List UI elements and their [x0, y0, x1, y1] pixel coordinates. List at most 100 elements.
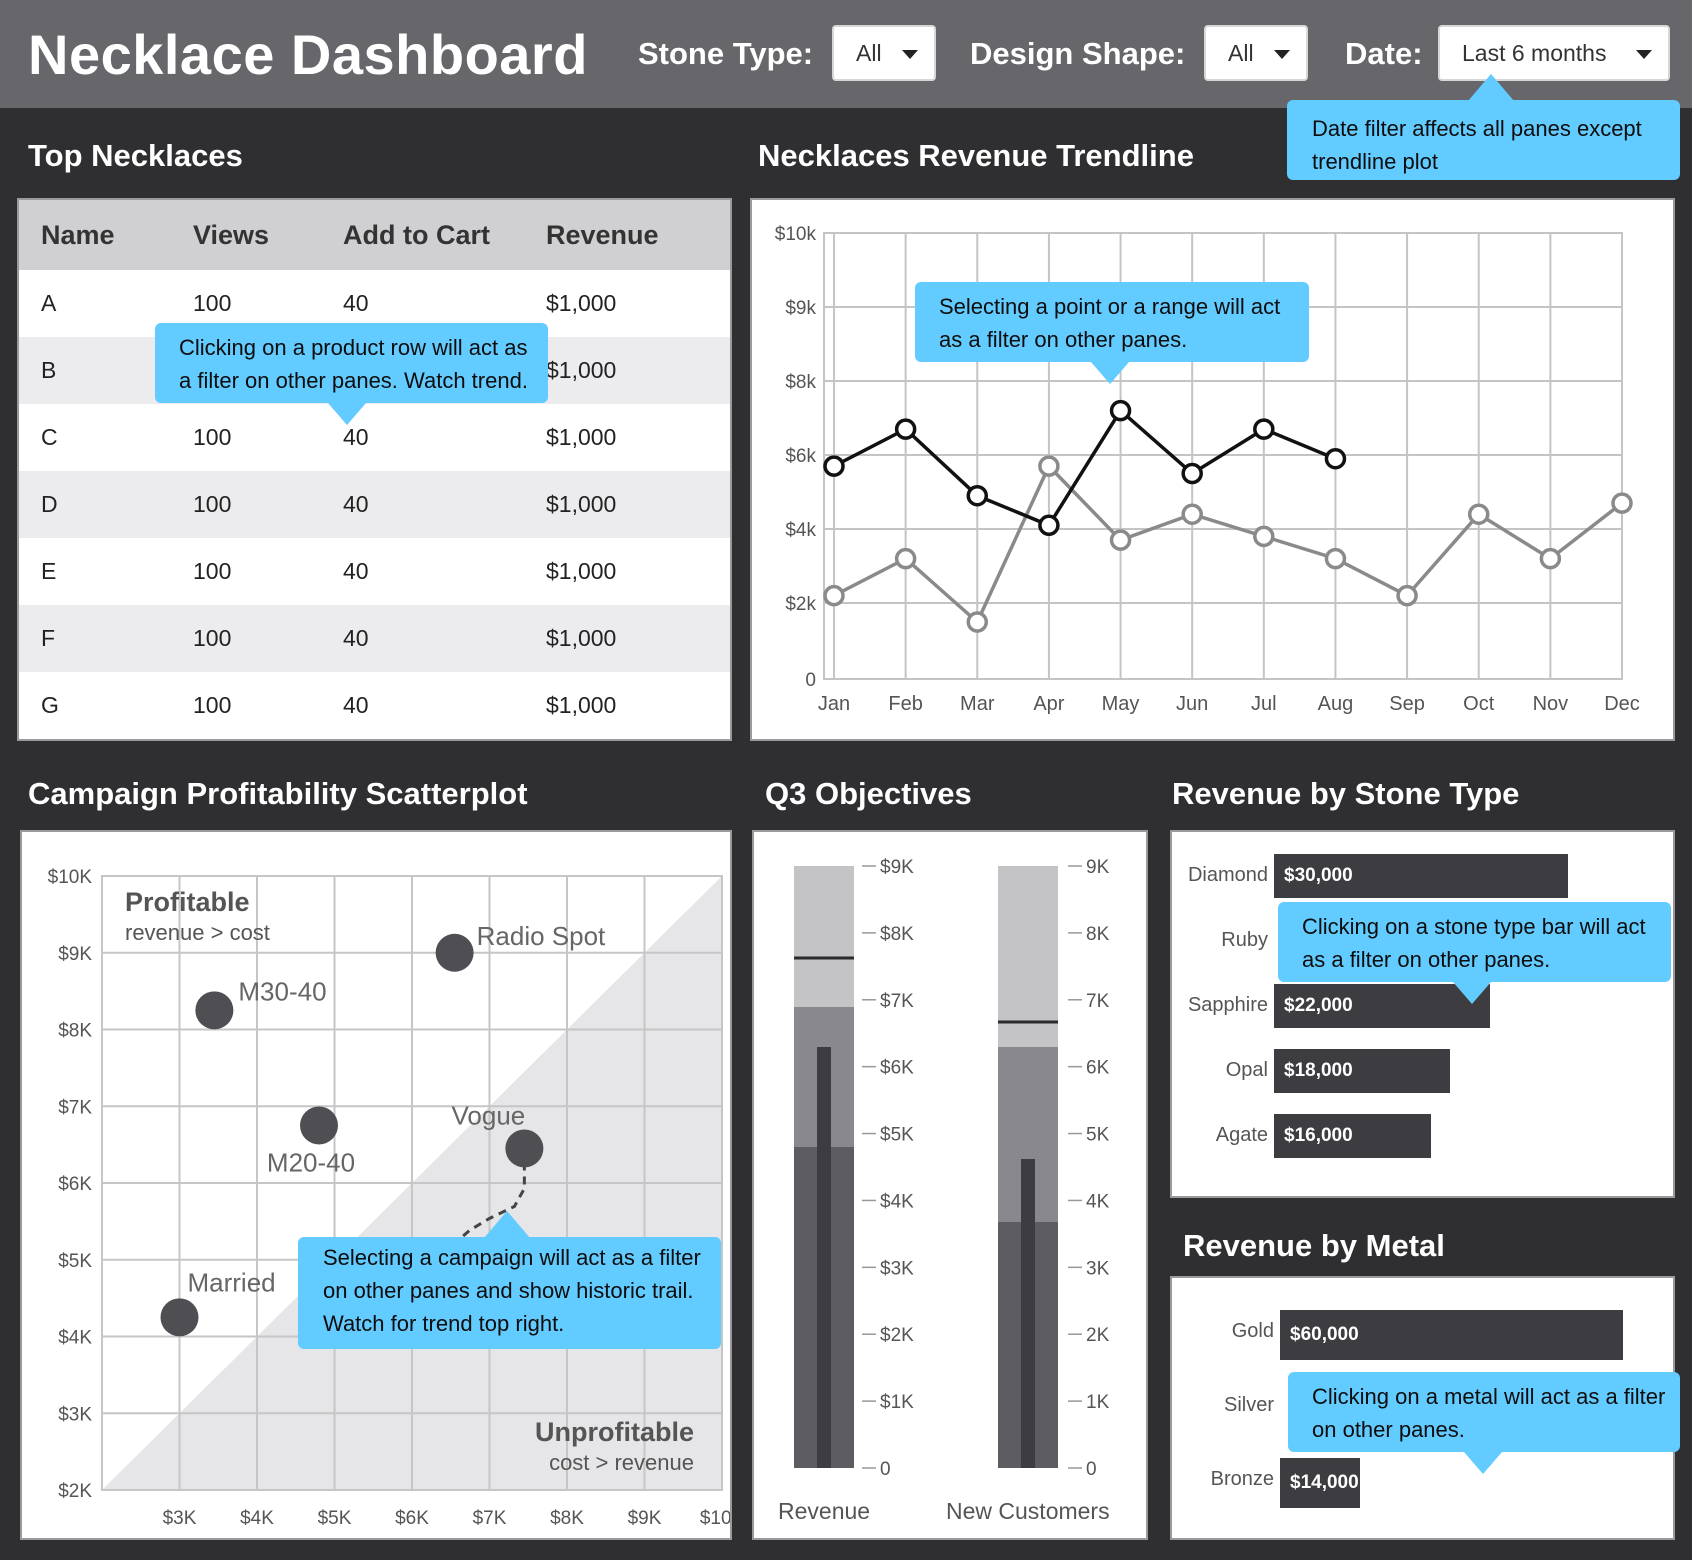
stone-type-label: Ruby — [1221, 929, 1268, 951]
data-point[interactable] — [966, 484, 989, 507]
metal-tooltip: Clicking on a metal will act as a filter… — [1288, 1372, 1680, 1474]
campaign-point[interactable] — [300, 1106, 338, 1145]
tick-label: 9K — [1086, 857, 1110, 878]
revenue-trendline-chart[interactable]: 0 $2k $4k $6k $8k $9k $10k Jan Feb Mar Apr May Jun Ju… — [752, 200, 1673, 739]
table-row[interactable]: G 100 40 $1,000 — [19, 672, 730, 739]
y-tick-label: $2k — [785, 594, 816, 615]
cell-add-to-cart: 40 — [343, 471, 546, 538]
data-point[interactable] — [1181, 503, 1203, 525]
stone-type-label: Opal — [1225, 1059, 1268, 1081]
chevron-down-icon — [902, 50, 918, 59]
x-tick-label: $5K — [318, 1508, 352, 1529]
tick-label: $2K — [880, 1325, 914, 1346]
tick-label: 8K — [1086, 924, 1110, 945]
cell-revenue: $1,000 — [546, 558, 617, 584]
x-tick-label: Feb — [888, 693, 922, 715]
metal-bar[interactable]: $14,000 — [1280, 1458, 1360, 1508]
table-row[interactable]: A 100 40 $1,000 — [19, 270, 730, 337]
tick-label: $5K — [880, 1125, 914, 1146]
x-tick-label: $9K — [628, 1508, 662, 1529]
x-tick-label: Aug — [1318, 693, 1354, 715]
cell-views: 100 — [193, 605, 343, 672]
scatterplot-pane: $2K $3K $4K $5K $6K $7K $8K $9K $10K $3K $4K $5K $6K… — [20, 830, 745, 1540]
data-point[interactable] — [1109, 399, 1132, 422]
data-point[interactable] — [1324, 547, 1347, 570]
q3-objectives-pane: 0 $1K $2K $3K $4K $5K $6K $7K $8K $9K 0 1K 2K 3K 4K 5K 6… — [752, 830, 1148, 1540]
data-point[interactable] — [1109, 529, 1132, 551]
data-point[interactable] — [894, 418, 917, 440]
data-point[interactable] — [1467, 503, 1490, 525]
metal-label: Bronze — [1210, 1468, 1274, 1490]
trendline-title: Necklaces Revenue Trendline — [758, 138, 1194, 173]
cell-revenue: $1,000 — [546, 290, 617, 316]
data-point[interactable] — [1038, 514, 1060, 537]
data-point[interactable] — [966, 611, 989, 633]
tick-label: 0 — [1086, 1459, 1097, 1480]
data-point[interactable] — [1253, 525, 1275, 548]
tick-label: 7K — [1086, 991, 1110, 1012]
y-tick-label: $7K — [58, 1097, 92, 1118]
q3-title: Q3 Objectives — [765, 776, 972, 811]
plot-border — [101, 875, 723, 1491]
table-row[interactable]: F 100 40 $1,000 — [19, 605, 730, 672]
date-dropdown[interactable]: Last 6 months — [1438, 25, 1670, 81]
table-row[interactable]: C 100 40 $1,000 — [19, 404, 730, 471]
metal-title: Revenue by Metal — [1183, 1228, 1445, 1263]
stone-title: Revenue by Stone Type — [1172, 776, 1520, 811]
data-point[interactable] — [1038, 455, 1060, 477]
stone-type-dropdown[interactable]: All — [832, 25, 936, 81]
necklaces-table: Name Views Add to Cart Revenue A 100 40 … — [19, 200, 730, 739]
data-point[interactable] — [894, 547, 917, 570]
stone-type-bar[interactable]: $18,000 — [1274, 1049, 1450, 1093]
stone-type-bar[interactable]: $16,000 — [1274, 1114, 1431, 1158]
table-row[interactable]: D 100 40 $1,000 — [19, 471, 730, 538]
data-point[interactable] — [1611, 492, 1633, 514]
col-header-add-to-cart[interactable]: Add to Cart — [343, 200, 546, 270]
q3-bullet-charts: 0 $1K $2K $3K $4K $5K $6K $7K $8K $9K 0 1K 2K 3K 4K 5K 6… — [794, 857, 1110, 1480]
data-point[interactable] — [823, 455, 845, 477]
col-header-name[interactable]: Name — [19, 200, 193, 270]
campaign-point[interactable] — [195, 991, 234, 1030]
data-point[interactable] — [1253, 418, 1275, 440]
y-tick-label: $8K — [58, 1021, 92, 1042]
top-necklaces-title: Top Necklaces — [28, 138, 243, 173]
campaign-point[interactable] — [505, 1129, 544, 1168]
campaign-label: M20-40 — [267, 1147, 355, 1177]
col-header-revenue[interactable]: Revenue — [546, 200, 730, 270]
campaign-point[interactable] — [435, 933, 474, 972]
campaign-tooltip: Selecting a campaign will act as a filte… — [298, 1211, 721, 1349]
campaign-point[interactable] — [160, 1298, 199, 1337]
measure-bar — [1021, 1159, 1035, 1468]
data-point[interactable] — [1181, 462, 1203, 485]
campaign-scatterplot[interactable]: $2K $3K $4K $5K $6K $7K $8K $9K $10K $3K $4K $5K $6K… — [22, 832, 745, 1538]
series-line[interactable] — [833, 463, 1624, 625]
data-point[interactable] — [823, 584, 845, 607]
tick-label: $3K — [880, 1258, 914, 1279]
stone-type-label: Stone Type: — [638, 36, 814, 71]
date-value: Last 6 months — [1462, 40, 1607, 66]
y-tick-label: $9k — [785, 298, 816, 319]
data-point[interactable] — [1324, 447, 1347, 470]
design-shape-label: Design Shape: — [970, 36, 1186, 71]
design-shape-dropdown[interactable]: All — [1204, 25, 1308, 81]
cell-name: F — [19, 605, 193, 672]
y-tick-label: $10K — [48, 867, 93, 888]
data-point[interactable] — [1539, 547, 1562, 570]
x-tick-label: Dec — [1604, 693, 1640, 715]
data-point[interactable] — [1396, 584, 1418, 607]
series-line[interactable] — [833, 407, 1337, 528]
x-tick-label: $3K — [163, 1508, 197, 1529]
x-tick-label: Oct — [1463, 693, 1495, 715]
col-header-views[interactable]: Views — [193, 200, 343, 270]
tick-label: 5K — [1086, 1125, 1110, 1146]
stone-type-bar[interactable]: $30,000 — [1274, 854, 1568, 898]
cell-views: 100 — [193, 558, 232, 584]
tick-label: 4K — [1086, 1191, 1110, 1212]
table-row[interactable]: E 100 40 $1,000 — [19, 538, 730, 605]
tick-label: $9K — [880, 857, 914, 878]
trendline-tooltip: Selecting a point or a range will act as… — [915, 282, 1309, 384]
y-tick-label: $6K — [58, 1174, 92, 1195]
y-tick-label: $8k — [785, 372, 816, 393]
new-customers-objective-label: New Customers — [946, 1498, 1110, 1524]
metal-bar[interactable]: $60,000 — [1280, 1310, 1623, 1360]
